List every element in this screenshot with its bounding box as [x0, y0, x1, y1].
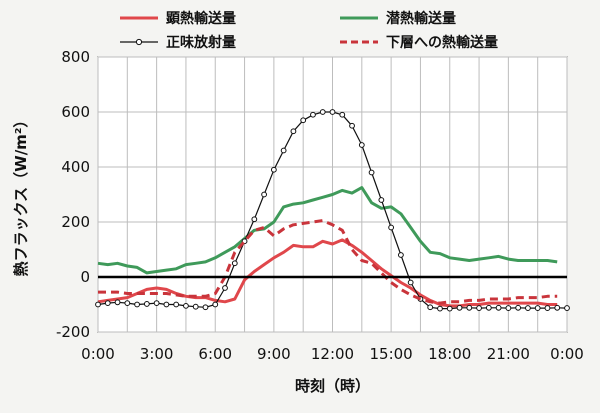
series-layer [95, 109, 570, 312]
y-tick-label: 800 [61, 48, 90, 66]
x-tick-label: 3:00 [140, 345, 174, 363]
grid [97, 56, 568, 333]
data-point [231, 260, 238, 267]
x-tick-label: 21:00 [487, 345, 530, 363]
data-point [525, 305, 531, 311]
data-point [378, 197, 385, 203]
data-point [446, 305, 453, 312]
data-point [95, 301, 101, 308]
series-line [97, 238, 558, 308]
data-point [554, 304, 561, 311]
data-point [163, 301, 170, 308]
data-point [495, 304, 502, 311]
data-point [261, 191, 268, 198]
y-tick-label: 200 [61, 213, 90, 231]
data-point [368, 169, 375, 176]
data-point [388, 224, 395, 231]
legend-item: 潜熱輸送量 [340, 10, 456, 27]
data-point [153, 300, 160, 307]
data-point [515, 304, 522, 311]
data-point [534, 305, 541, 311]
data-point [251, 216, 258, 223]
data-point [358, 142, 365, 148]
data-point [485, 304, 492, 311]
data-point [437, 305, 443, 312]
data-point [505, 305, 512, 311]
x-tick-label: 6:00 [198, 345, 232, 363]
legend-item: 下層への熱輸送量 [340, 34, 498, 51]
x-tick-label: 0:00 [81, 345, 115, 363]
data-point [319, 109, 326, 115]
x-axis-title: 時刻（時） [295, 377, 370, 395]
data-point [143, 301, 150, 307]
data-point [300, 117, 307, 124]
legend-label: 下層への熱輸送量 [386, 34, 498, 51]
y-tick-label: 600 [61, 103, 90, 121]
data-point [280, 147, 287, 154]
x-tick-label: 15:00 [370, 345, 413, 363]
legend-label: 潜熱輸送量 [386, 10, 456, 27]
series-line [98, 219, 558, 305]
data-point [114, 299, 121, 306]
y-tick-label: -200 [56, 323, 90, 341]
axes: 800 600 400 200 0 -200 0:00 3:00 6:00 9:00 12:00 15… [12, 48, 584, 395]
data-point [310, 111, 316, 118]
data-point [466, 304, 473, 311]
y-tick-label: 0 [80, 268, 90, 286]
y-axis-title: 熱フラックス（W/m²） [12, 113, 30, 277]
x-tick-label: 12:00 [311, 345, 354, 363]
series-line [97, 186, 558, 275]
legend-item: 顕熱輸送量 [120, 10, 236, 27]
data-point [134, 301, 140, 308]
data-point [183, 302, 189, 309]
data-point [349, 122, 355, 129]
data-point [192, 303, 199, 310]
legend-label: 正味放射量 [166, 34, 236, 51]
x-tick-label: 18:00 [428, 345, 471, 363]
data-point [173, 301, 180, 308]
data-point [290, 128, 297, 135]
y-tick-label: 400 [61, 158, 90, 176]
series-4 [98, 219, 558, 305]
data-point [407, 279, 414, 286]
data-point [456, 304, 463, 311]
data-point [564, 305, 570, 311]
x-tick-label: 9:00 [257, 345, 291, 363]
data-point [222, 285, 228, 291]
data-point [270, 166, 277, 173]
legend-label: 顕熱輸送量 [166, 10, 236, 27]
series-1 [97, 238, 558, 308]
x-tick-label: 0:00 [550, 345, 584, 363]
data-point [212, 301, 219, 308]
data-point [104, 300, 111, 307]
series-3 [95, 109, 570, 312]
data-point [427, 304, 434, 311]
legend-item: 正味放射量 [120, 34, 236, 51]
data-point [202, 304, 209, 311]
data-point [476, 305, 482, 311]
data-point [339, 111, 346, 118]
data-point [124, 300, 131, 307]
data-point [329, 109, 336, 115]
legend-marker [135, 38, 143, 46]
data-point [544, 305, 551, 311]
data-point [397, 252, 404, 258]
series-2 [97, 186, 558, 275]
